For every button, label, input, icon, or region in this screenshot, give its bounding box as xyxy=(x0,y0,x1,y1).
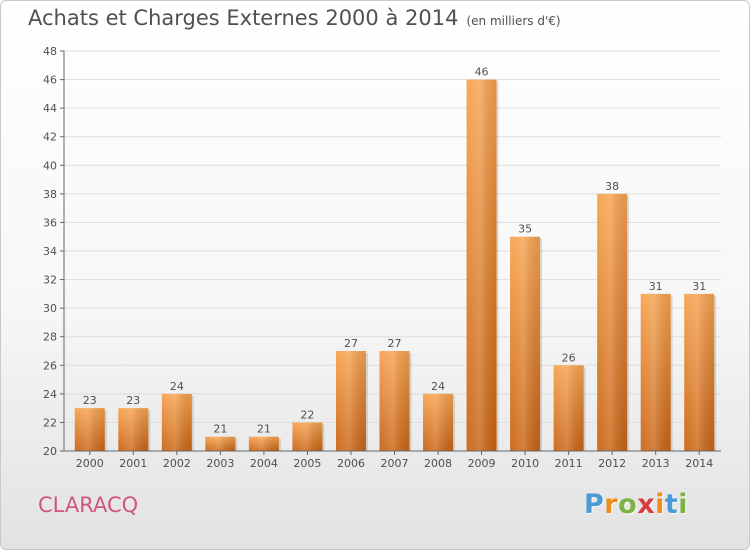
y-tick-label: 48 xyxy=(43,45,57,58)
x-tick-label: 2005 xyxy=(293,457,321,470)
x-tick-label: 2006 xyxy=(337,457,365,470)
bar-highlight xyxy=(74,408,105,451)
y-tick-label: 38 xyxy=(43,188,57,201)
bar-value-label: 27 xyxy=(388,337,402,350)
proxiti-letter: t xyxy=(664,489,679,520)
bar-value-label: 27 xyxy=(344,337,358,350)
x-tick-label: 2010 xyxy=(511,457,539,470)
y-tick-label: 46 xyxy=(43,74,57,87)
bars xyxy=(74,79,717,452)
bar-value-label: 21 xyxy=(213,423,227,436)
bar-highlight xyxy=(640,293,671,451)
y-tick-label: 40 xyxy=(43,159,57,172)
labels: 20 22 24 26 28 30 32 34 36 38 40 42 44 46 48 23 2000 23 20… xyxy=(43,45,713,470)
bar-highlight xyxy=(161,393,192,451)
x-tick-label: 2011 xyxy=(555,457,583,470)
bar-value-label: 26 xyxy=(562,351,576,364)
bar-highlight xyxy=(423,393,454,451)
proxiti-logo[interactable]: Proxiti xyxy=(584,489,688,520)
bar-value-label: 46 xyxy=(475,66,489,79)
bar-highlight xyxy=(118,408,149,451)
x-tick-label: 2004 xyxy=(250,457,278,470)
x-tick-label: 2009 xyxy=(468,457,496,470)
chart-title-unit: (en milliers d'€) xyxy=(466,14,561,28)
bar-highlight xyxy=(292,422,323,451)
bar-value-label: 24 xyxy=(431,380,445,393)
bar-value-label: 24 xyxy=(170,380,184,393)
bar-value-label: 22 xyxy=(300,408,314,421)
y-tick-label: 26 xyxy=(43,359,57,372)
y-tick-label: 24 xyxy=(43,388,57,401)
x-tick-label: 2012 xyxy=(598,457,626,470)
y-tick-label: 44 xyxy=(43,102,57,115)
y-tick-label: 36 xyxy=(43,216,57,229)
proxiti-letter: i xyxy=(655,489,665,520)
y-tick-label: 42 xyxy=(43,131,57,144)
bar-highlight xyxy=(335,351,366,451)
bar-value-label: 31 xyxy=(692,280,706,293)
bar-highlight xyxy=(597,193,628,451)
bar-highlight xyxy=(553,365,584,451)
commune-name: CLARACQ xyxy=(38,493,139,517)
bar-value-label: 21 xyxy=(257,423,271,436)
x-tick-label: 2007 xyxy=(381,457,409,470)
proxiti-letter: o xyxy=(618,489,638,520)
chart-title-main: Achats et Charges Externes 2000 à 2014 xyxy=(28,6,459,30)
bar-highlight xyxy=(248,436,279,451)
x-tick-label: 2014 xyxy=(685,457,713,470)
y-tick-label: 30 xyxy=(43,302,57,315)
bar-highlight xyxy=(684,293,715,451)
bar-value-label: 31 xyxy=(649,280,663,293)
bar-value-label: 23 xyxy=(126,394,140,407)
y-tick-label: 28 xyxy=(43,331,57,344)
y-tick-label: 22 xyxy=(43,416,57,429)
x-tick-label: 2001 xyxy=(119,457,147,470)
x-tick-label: 2002 xyxy=(163,457,191,470)
y-tick-label: 20 xyxy=(43,445,57,458)
bar-value-label: 35 xyxy=(518,223,532,236)
x-tick-label: 2013 xyxy=(642,457,670,470)
bar-value-label: 38 xyxy=(605,180,619,193)
bar-highlight xyxy=(379,351,410,451)
proxiti-letter: i xyxy=(678,489,689,520)
bar-highlight xyxy=(466,79,497,452)
bar-highlight xyxy=(205,436,236,451)
proxiti-letter: P xyxy=(584,489,605,520)
bar-highlight xyxy=(510,236,541,451)
x-tick-label: 2000 xyxy=(76,457,104,470)
proxiti-letter: r xyxy=(604,489,619,520)
x-tick-label: 2003 xyxy=(206,457,234,470)
proxiti-letter: x xyxy=(637,489,656,520)
x-tick-label: 2008 xyxy=(424,457,452,470)
chart-title: Achats et Charges Externes 2000 à 2014 (e… xyxy=(28,6,561,30)
axes xyxy=(60,50,721,455)
y-tick-label: 34 xyxy=(43,245,57,258)
y-tick-label: 32 xyxy=(43,274,57,287)
bar-value-label: 23 xyxy=(83,394,97,407)
